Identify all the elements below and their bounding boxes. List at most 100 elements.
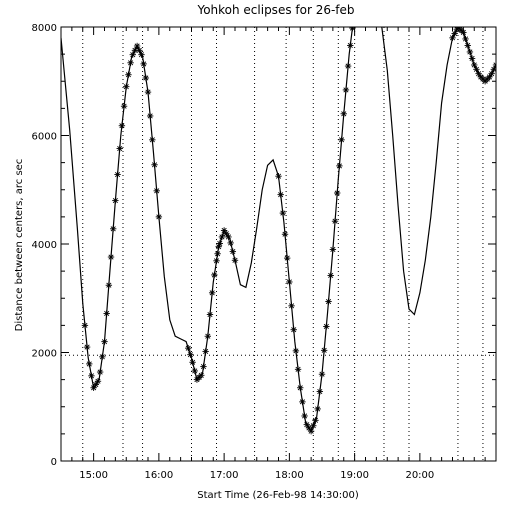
asterisk-marker — [144, 88, 152, 96]
asterisk-marker — [492, 61, 496, 69]
asterisk-marker — [340, 110, 347, 117]
asterisk-marker — [279, 209, 287, 217]
asterisk-marker — [220, 227, 228, 234]
asterisk-marker — [120, 103, 128, 110]
plot-area — [60, 26, 497, 462]
x-tick-label: 20:00 — [405, 470, 434, 481]
asterisk-marker — [347, 42, 354, 49]
x-axis: 15:00 16:00 17:00 18:00 19:00 20:00 — [60, 27, 497, 481]
chart-title: Yohkoh eclipses for 26-feb — [196, 3, 354, 17]
asterisk-marker — [118, 122, 126, 129]
asterisk-marker — [200, 363, 207, 370]
asterisk-marker — [81, 322, 89, 329]
asterisk-marker — [303, 421, 310, 428]
asterisk-marker — [99, 353, 106, 361]
asterisk-marker — [301, 412, 308, 420]
asterisk-marker — [142, 74, 150, 82]
asterisk-marker — [471, 61, 478, 69]
asterisk-marker — [107, 253, 115, 261]
asterisk-marker — [288, 302, 295, 310]
y-axis: 0 2000 4000 6000 8000 — [32, 23, 496, 468]
asterisk-marker — [331, 218, 339, 225]
x-tick-label: 16:00 — [144, 470, 173, 481]
asterisk-marker — [338, 136, 345, 144]
asterisk-marker — [323, 323, 330, 330]
asterisk-marker — [112, 197, 119, 204]
asterisk-marker — [90, 384, 97, 391]
asterisk-marker — [231, 257, 239, 264]
asterisk-marker — [299, 398, 306, 406]
asterisk-marker — [475, 70, 482, 77]
x-axis-label: Start Time (26-Feb-98 14:30:00) — [197, 490, 359, 501]
asterisk-marker — [218, 233, 226, 241]
asterisk-marker — [316, 388, 324, 395]
asterisk-marker — [149, 136, 156, 144]
asterisk-marker — [204, 333, 212, 340]
asterisk-marker — [294, 366, 302, 373]
asterisk-marker — [92, 381, 99, 388]
asterisk-marker — [138, 51, 145, 58]
asterisk-marker — [336, 162, 343, 170]
asterisk-marker — [146, 112, 154, 120]
asterisk-marker — [223, 230, 230, 237]
asterisk-marker — [290, 326, 297, 333]
asterisk-marker — [86, 360, 93, 368]
asterisk-marker — [342, 86, 350, 94]
x-tick-label: 17:00 — [210, 470, 239, 481]
asterisk-marker — [286, 278, 293, 286]
asterisk-marker — [189, 359, 196, 366]
asterisk-marker — [191, 367, 198, 375]
asterisk-marker — [125, 71, 132, 78]
asterisk-marker — [88, 372, 95, 380]
asterisk-marker — [101, 338, 108, 345]
asterisk-marker — [103, 310, 110, 317]
asterisk-marker — [136, 47, 143, 54]
asterisk-marker — [318, 371, 326, 378]
asterisk-marker — [123, 83, 130, 90]
asterisk-marker — [96, 368, 104, 376]
asterisk-marker — [462, 35, 469, 43]
asterisk-marker — [140, 60, 147, 68]
asterisk-marker — [94, 378, 102, 385]
asterisk-marker — [83, 343, 91, 351]
asterisk-marker — [334, 189, 341, 197]
asterisk-marker — [151, 161, 158, 168]
asterisk-marker — [153, 187, 160, 195]
asterisk-marker — [310, 422, 317, 429]
asterisk-marker — [277, 191, 284, 198]
asterisk-marker — [214, 250, 221, 257]
x-tick-label: 19:00 — [340, 470, 369, 481]
asterisk-marker — [225, 233, 232, 241]
asterisk-marker — [185, 344, 192, 352]
y-tick-label: 6000 — [32, 132, 57, 143]
asterisk-marker — [292, 347, 300, 355]
asterisk-marker — [198, 372, 205, 379]
asterisk-marker — [325, 298, 332, 305]
asterisk-marker — [297, 384, 304, 391]
asterisk-marker — [468, 55, 476, 62]
asterisk-marker — [281, 231, 289, 238]
asterisk-marker — [344, 62, 352, 70]
asterisk-marker — [202, 348, 209, 355]
asterisk-marker — [127, 59, 134, 67]
asterisk-marker — [110, 225, 117, 233]
asterisk-marker — [307, 427, 315, 435]
asterisk-marker — [488, 70, 495, 77]
x-tick-label: 18:00 — [275, 470, 304, 481]
asterisk-marker — [327, 272, 334, 279]
asterisk-marker — [466, 48, 474, 56]
y-tick-label: 2000 — [32, 349, 57, 360]
asterisk-marker — [329, 246, 337, 253]
asterisk-marker — [229, 248, 237, 255]
y-tick-label: 4000 — [32, 240, 57, 251]
asterisk-marker — [216, 240, 223, 247]
asterisk-marker — [208, 289, 216, 297]
asterisk-marker — [114, 171, 121, 178]
asterisk-marker — [284, 254, 291, 262]
asterisk-marker — [155, 213, 163, 221]
asterisk-marker — [187, 351, 194, 358]
asterisk-marker — [464, 42, 471, 49]
asterisk-marker — [105, 282, 113, 289]
asterisk-marker — [206, 311, 214, 318]
